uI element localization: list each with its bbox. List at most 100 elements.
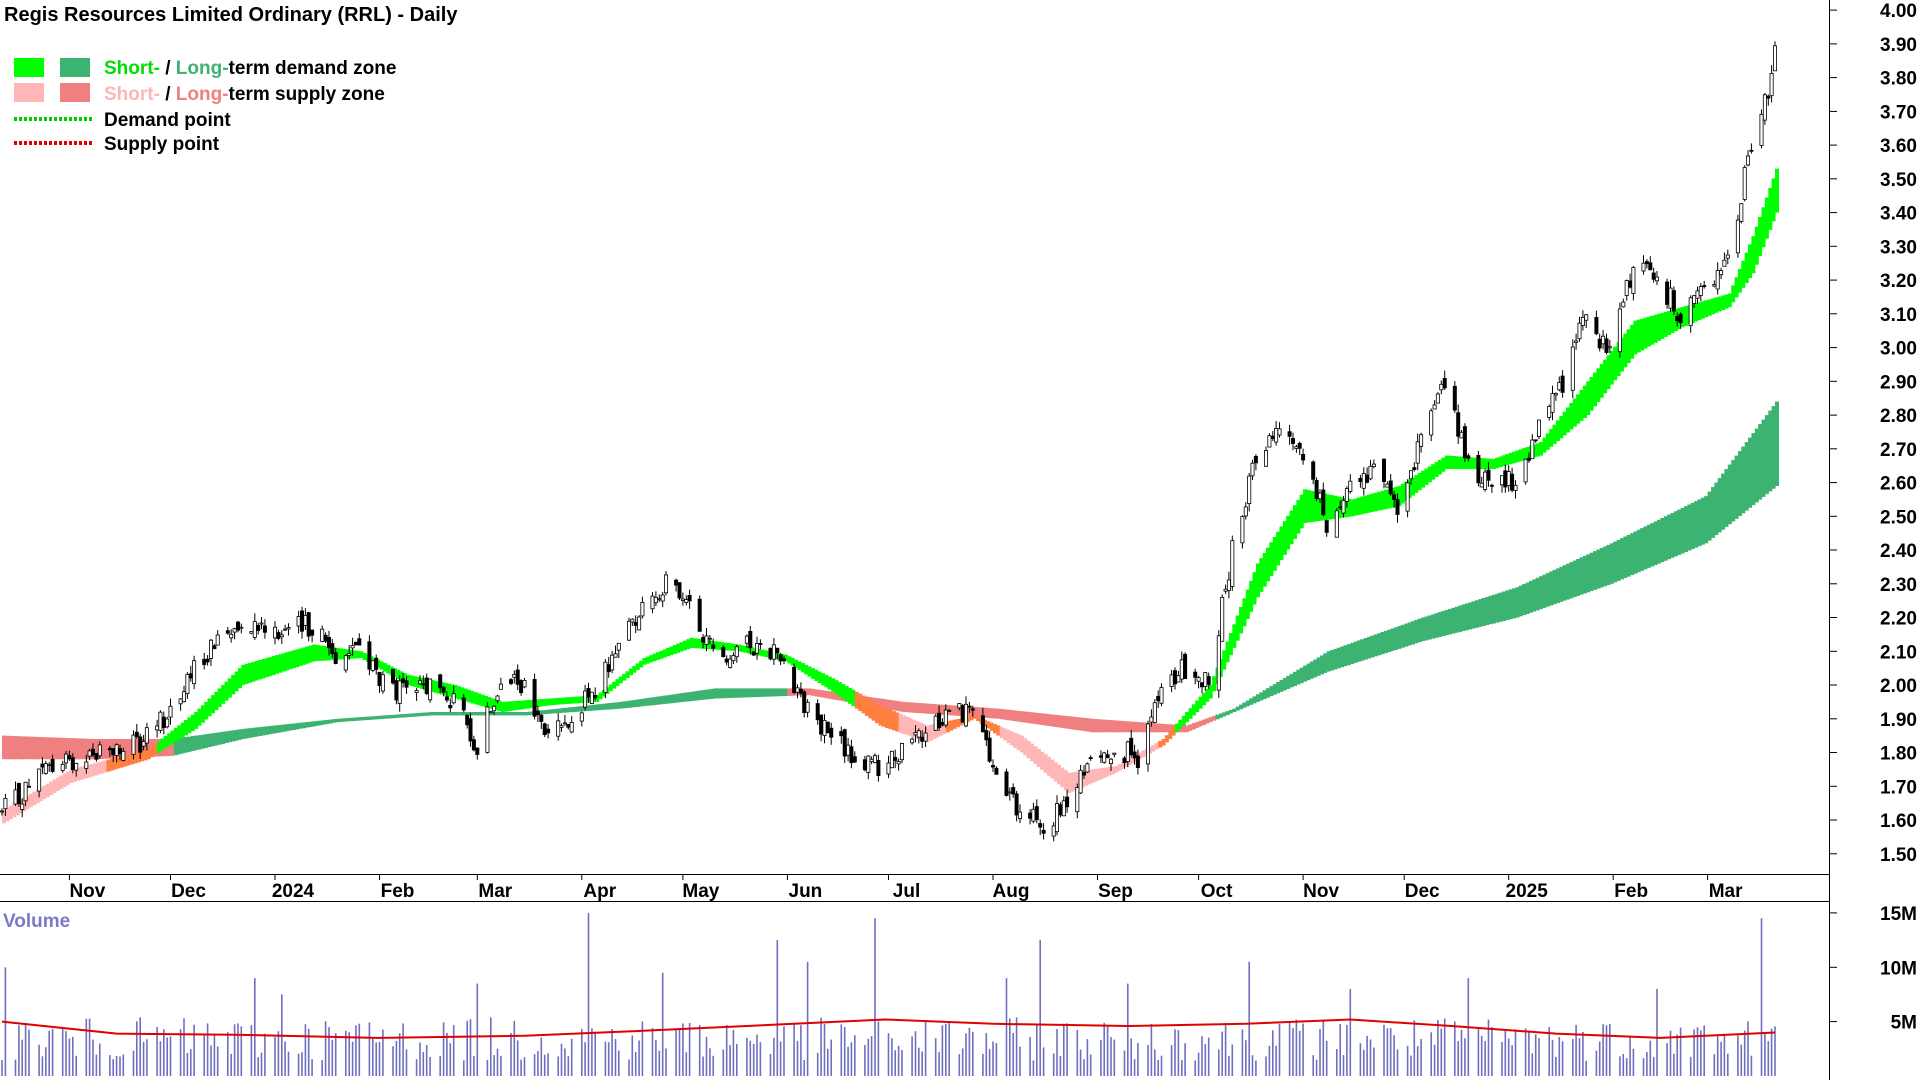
long-zone-strip [5,735,10,760]
candle-body [441,686,446,693]
long-zone-strip [1151,723,1156,733]
long-zone-strip [1181,725,1186,733]
short-zone-strip [281,653,286,672]
long-zone-strip [1427,615,1432,640]
candle-body [330,643,335,655]
long-zone-strip [285,724,290,732]
long-zone-strip [1424,616,1429,641]
candle-body [495,695,500,702]
short-zone-strip [1367,494,1372,513]
long-zone-strip [1616,539,1621,581]
candle-body [239,626,244,629]
short-zone-strip [504,701,509,712]
short-zone-strip [1141,750,1146,758]
long-zone-strip [625,700,630,708]
short-zone-strip [537,699,542,707]
candlesticks [0,41,1778,842]
short-zone-strip [1721,295,1726,310]
short-zone-strip [679,642,684,652]
short-zone-strip [160,738,165,751]
short-zone-strip [1714,297,1719,313]
long-zone-strip [1502,591,1506,621]
candle-body [1055,803,1060,833]
candle-body [367,641,372,670]
candle-body [627,620,632,641]
candle-body [1297,442,1302,449]
long-zone-strip [1289,673,1294,688]
price-tick-label: 2.90 [1880,372,1917,393]
candle-body [1132,751,1137,759]
long-zone-strip [1384,630,1388,654]
long-zone-strip [639,699,644,707]
short-zone-strip [123,755,128,767]
long-zone-strip [571,707,576,713]
candle-body [744,635,749,644]
long-zone-strip [1316,657,1321,676]
long-zone-strip [1114,720,1119,733]
candle-body [1537,419,1542,438]
price-tick-label: 3.00 [1880,339,1917,360]
short-zone-strip [898,714,903,733]
x-tick-label: Sep [1098,881,1133,902]
volume-tick-label: 15M [1880,904,1917,925]
short-zone-strip [379,661,384,670]
candle-body [370,660,375,671]
long-zone-strip [1127,721,1132,733]
candle-body [637,616,642,631]
long-zone-strip [989,708,994,719]
candle-body [1409,470,1414,480]
candle-body [40,763,45,768]
long-zone-strip [1454,606,1459,633]
candle-body [616,642,621,651]
long-zone-strip [807,688,812,696]
candle-body [583,690,588,708]
short-zone-strip [1488,458,1493,470]
short-zone-strip [140,750,145,762]
candle-body [1459,431,1464,439]
short-zone-strip [1036,748,1041,767]
candle-body [987,737,992,762]
candle-body [468,718,473,742]
long-zone-strip [605,703,610,710]
short-zone-strip [969,716,974,721]
candle-body [1344,488,1349,502]
long-zone-strip [666,695,670,704]
candle-body [1692,295,1697,305]
candle-body [508,679,513,684]
long-zone-strip [409,713,414,717]
candle-body [633,622,638,626]
short-zone-strip [1097,768,1102,780]
short-zone-strip [470,691,475,704]
candle-body [1196,677,1201,682]
axes [0,0,1830,1080]
candle-body [1631,267,1636,295]
long-zone-strip [332,719,337,723]
short-zone-strip [1377,491,1382,511]
long-zone-strip [238,729,242,740]
short-zone-strip [1761,207,1766,248]
price-tick-label: 4.00 [1880,1,1917,22]
candle-body [542,723,547,735]
candle-body [67,755,72,760]
long-zone-strip [1063,715,1068,729]
short-zone-strip [1188,708,1193,719]
legend-item-supply-point: Supply point [104,134,220,155]
long-zone-strip [972,707,977,718]
short-zone-strip [1549,429,1554,447]
candle-body [50,759,55,772]
long-zone-strip [544,709,549,714]
long-zone-strip [561,708,566,713]
long-zone-strip [517,712,522,716]
long-zone-strip [1737,451,1742,516]
short-zone-strip [814,669,819,681]
short-zone-strip [949,720,954,731]
short-zone-strip [413,676,418,687]
short-zone-strip [1090,769,1095,783]
short-zone-strip [527,700,532,709]
short-zone-strip [204,701,209,720]
candle-body [424,677,429,695]
short-zone-strip [615,679,620,686]
candle-body [401,678,406,684]
short-zone-strip [62,773,67,787]
candle-body [893,757,898,761]
